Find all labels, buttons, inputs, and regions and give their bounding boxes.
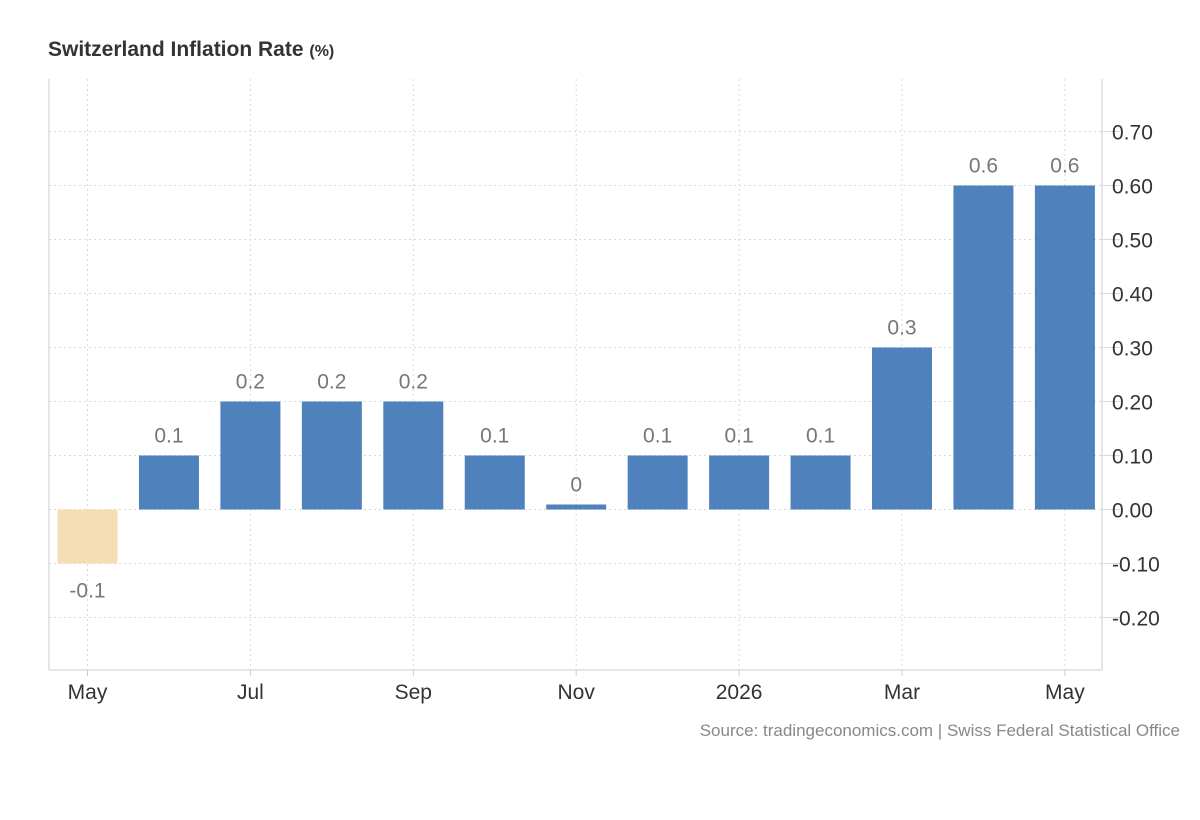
- bar: [57, 509, 118, 564]
- y-tick-label: 0.10: [1112, 446, 1153, 469]
- bar: [953, 185, 1014, 510]
- bar: [301, 401, 362, 510]
- bar-value-label: 0.3: [887, 317, 916, 340]
- y-tick-label: 0.30: [1112, 338, 1153, 361]
- bar-value-label: 0.6: [969, 155, 998, 178]
- bar: [138, 455, 199, 510]
- bar-value-label: 0.1: [480, 425, 509, 448]
- chart-axes: [48, 79, 1103, 671]
- bar: [1034, 185, 1095, 510]
- x-tick-label: Mar: [884, 681, 920, 704]
- bar: [546, 504, 607, 510]
- bar-value-label: 0.1: [724, 425, 753, 448]
- bar-value-label: 0.6: [1050, 155, 1079, 178]
- y-tick-label: 0.20: [1112, 392, 1153, 415]
- y-tick-label: -0.10: [1112, 554, 1160, 577]
- y-tick-label: 0.70: [1112, 122, 1153, 145]
- bar-series: [57, 185, 1095, 564]
- x-tick-label: May: [68, 681, 108, 704]
- chart-title-unit: (%): [309, 43, 335, 60]
- x-tick-label: Jul: [237, 681, 264, 704]
- y-tick-label: 0.60: [1112, 176, 1153, 199]
- y-tick-label: -0.20: [1112, 608, 1160, 631]
- bar: [872, 347, 932, 510]
- bar: [383, 401, 444, 510]
- bar-value-label: 0.1: [643, 425, 672, 448]
- x-tick-label: 2026: [716, 681, 763, 704]
- bar-value-label: 0.2: [399, 371, 428, 394]
- y-tick-label: 0.00: [1112, 500, 1153, 523]
- grid-lines: [49, 79, 1102, 670]
- y-tick-label: 0.40: [1112, 284, 1153, 307]
- bar: [220, 401, 281, 510]
- bar-value-label: 0: [570, 474, 582, 497]
- bar: [464, 455, 525, 510]
- x-tick-label: May: [1045, 681, 1085, 704]
- source-note: Source: tradingeconomics.com | Swiss Fed…: [699, 721, 1180, 740]
- bar-value-label: 0.1: [154, 425, 183, 448]
- x-tick-label: Sep: [395, 681, 432, 704]
- x-axis-ticks: May Jul Sep Nov 2026 Mar May: [68, 670, 1085, 704]
- y-tick-label: 0.50: [1112, 230, 1153, 253]
- bar-value-label: 0.2: [317, 371, 346, 394]
- bar-value-label: 0.1: [806, 425, 835, 448]
- bar-value-label: -0.1: [69, 580, 105, 603]
- x-tick-label: Nov: [558, 681, 596, 704]
- bar: [790, 455, 851, 510]
- bar: [627, 455, 688, 510]
- y-axis-ticks: 0.70 0.60 0.50 0.40 0.30 0.20 0.10 0.00 -0.10 -0.…: [1102, 122, 1160, 631]
- bar: [709, 455, 770, 510]
- chart-title-text: Switzerland Inflation Rate: [48, 38, 304, 61]
- chart-title: Switzerland Inflation Rate (%): [48, 38, 334, 62]
- bar-value-label: 0.2: [236, 371, 265, 394]
- value-labels: -0.1 0.1 0.2 0.2 0.2 0.1 0 0.1 0.1 0.1 0.3 0.6 0.6: [69, 155, 1079, 603]
